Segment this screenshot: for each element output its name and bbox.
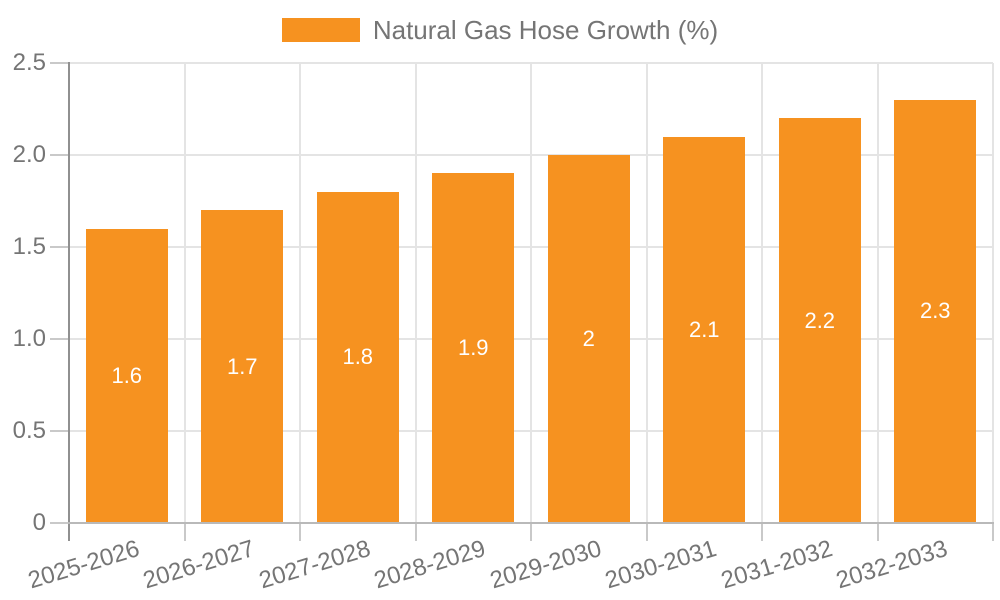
y-axis-line: [68, 62, 70, 541]
x-axis-tick-label: 2031-2032: [717, 535, 836, 595]
vertical-gridline: [761, 63, 763, 523]
x-axis-tick: [645, 523, 648, 541]
x-axis-tick-label: 2029-2030: [486, 535, 605, 595]
legend-swatch: [281, 18, 360, 42]
bar: 2.1: [663, 136, 746, 523]
y-axis-tick-label: 1.5: [12, 233, 46, 260]
vertical-gridline: [183, 63, 186, 523]
bar-value-label: 1.8: [342, 344, 374, 370]
x-axis-tick-label: 2032-2033: [833, 535, 952, 595]
vertical-gridline: [992, 63, 994, 523]
y-axis-tick: [50, 62, 69, 64]
x-axis-tick: [299, 523, 301, 541]
y-axis-tick: [50, 522, 69, 524]
bar: 2.2: [778, 118, 861, 523]
y-axis-tick-label: 0: [32, 509, 46, 536]
x-axis-tick: [414, 523, 417, 541]
x-axis-tick: [992, 523, 994, 541]
x-axis-tick: [876, 523, 879, 541]
legend-item[interactable]: Natural Gas Hose Growth (%): [0, 15, 1000, 45]
y-axis-tick-label: 2.5: [12, 49, 46, 76]
x-axis-tick-label: 2027-2028: [255, 535, 374, 595]
vertical-gridline: [645, 63, 648, 523]
bar-value-label: 2.3: [919, 298, 951, 324]
y-axis-tick-label: 0.5: [12, 417, 46, 444]
bar-value-label: 2.1: [688, 316, 720, 342]
bar: 2: [547, 155, 630, 523]
bar: 1.9: [432, 173, 515, 523]
x-axis-tick: [183, 523, 186, 541]
bar: 2.3: [894, 99, 977, 523]
y-axis-tick: [50, 154, 69, 156]
y-axis-tick-label: 1.0: [12, 325, 46, 352]
vertical-gridline: [299, 63, 301, 523]
x-axis-tick-label: 2030-2031: [602, 535, 721, 595]
bar-value-label: 1.6: [111, 362, 143, 388]
bar-value-label: 1.7: [226, 353, 258, 379]
bar-value-label: 2: [582, 326, 595, 351]
bar-value-label: 1.9: [457, 335, 489, 361]
x-axis-tick: [530, 523, 532, 541]
x-axis-tick-label: 2026-2027: [140, 535, 259, 595]
vertical-gridline: [530, 63, 532, 523]
y-axis-tick: [50, 246, 69, 248]
legend-label: Natural Gas Hose Growth (%): [372, 15, 719, 45]
y-axis-tick-label: 2.0: [12, 141, 46, 168]
x-axis-tick-label: 2025-2026: [24, 535, 143, 595]
x-axis-tick-label: 2028-2029: [371, 535, 490, 595]
vertical-gridline: [414, 63, 417, 523]
vertical-gridline: [876, 63, 879, 523]
bar: 1.7: [201, 210, 284, 523]
bar: 1.6: [85, 228, 168, 523]
bar-value-label: 2.2: [804, 307, 836, 333]
x-axis-tick: [761, 523, 763, 541]
x-axis-line: [68, 522, 994, 524]
y-axis-tick: [50, 338, 69, 340]
bar: 1.8: [316, 191, 399, 523]
y-axis-tick: [50, 430, 69, 432]
